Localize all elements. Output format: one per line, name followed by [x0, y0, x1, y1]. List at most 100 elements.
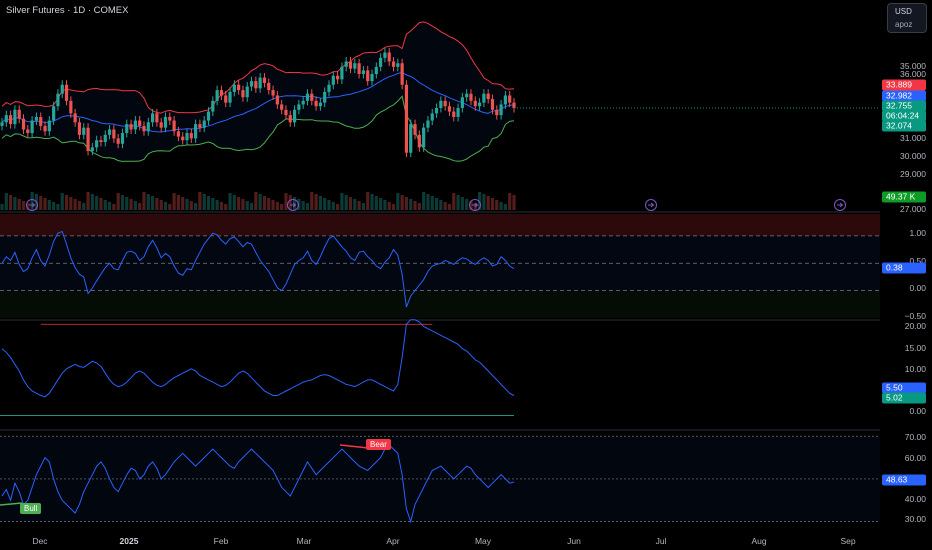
candle-body	[447, 106, 452, 112]
volume-bar	[17, 199, 21, 210]
osc-tick: −0.50	[904, 311, 926, 321]
candle-body	[150, 113, 155, 123]
candle-body	[396, 63, 400, 67]
volume-bar	[90, 194, 94, 210]
date-axis[interactable]: Dec 2025 Feb Mar Apr May Jun Jul Aug Sep	[0, 536, 880, 550]
volume-bar	[47, 200, 51, 210]
candle-body	[284, 109, 288, 116]
volume-bar	[52, 202, 56, 210]
volume-bar	[387, 202, 391, 210]
candle-body	[26, 129, 30, 134]
candle-body	[490, 99, 495, 110]
candle-body	[383, 52, 387, 58]
volume-bar	[103, 200, 107, 210]
candle-body	[335, 75, 340, 80]
candle-body	[391, 61, 396, 67]
candle-body	[107, 129, 112, 135]
candle-body	[211, 100, 215, 112]
candle-body	[64, 84, 69, 101]
volume-bar	[318, 196, 322, 210]
price-axis[interactable]: 36.000 35.000 31.000 30.000 29.000 27.00…	[880, 0, 932, 536]
candle-body	[267, 82, 271, 91]
price-tick: 36.000	[900, 69, 926, 79]
volume-bar	[181, 197, 185, 210]
price-tick: 27.000	[900, 204, 926, 214]
volume-bar	[39, 196, 43, 210]
candle-body	[86, 127, 90, 151]
candle-body	[17, 109, 21, 119]
bull-signal: Bull	[20, 503, 42, 514]
event-marker-icon	[834, 199, 846, 211]
candle-body	[224, 95, 228, 103]
event-marker-icon	[26, 199, 38, 211]
volume-bar	[284, 193, 288, 210]
volume-bar	[422, 192, 426, 210]
currency-selector[interactable]: USD apoz	[887, 3, 927, 33]
candle-body	[168, 116, 172, 121]
arrow-right-icon	[837, 202, 844, 208]
candle-body	[443, 100, 447, 107]
candle-body	[228, 91, 232, 103]
candle-body	[47, 120, 51, 132]
volume-bar	[323, 198, 327, 210]
volume-bar	[357, 201, 361, 210]
candle-body	[254, 81, 258, 89]
volume-bar	[43, 198, 47, 210]
candle-body	[439, 100, 443, 108]
volume-bar	[95, 196, 99, 210]
candle-body	[241, 90, 245, 98]
volume-bar	[396, 193, 400, 210]
candle-body	[409, 124, 413, 153]
volume-bar	[391, 204, 396, 210]
volume-bar	[443, 202, 447, 210]
volume-bar	[374, 196, 378, 210]
candle-body	[508, 95, 512, 103]
candle-body	[95, 140, 99, 148]
candle-body	[237, 84, 241, 91]
candle-body	[323, 91, 327, 103]
volume-bar	[482, 194, 486, 210]
volume-bar	[13, 197, 17, 210]
candle-body	[249, 81, 254, 87]
bollinger-basis-line	[1, 71, 515, 133]
volume-bar	[159, 200, 163, 210]
volume-bar	[499, 202, 503, 210]
candle-body	[133, 120, 137, 130]
volume-bar	[4, 193, 8, 210]
bw-tick: 20.00	[904, 321, 926, 331]
candle-body	[185, 133, 189, 141]
candle-body	[318, 102, 322, 107]
candle-body	[142, 125, 146, 132]
countdown-tag: 06:04:24	[882, 110, 926, 122]
rsi-line	[1, 444, 515, 524]
candle-body	[219, 90, 224, 96]
candle-body	[305, 93, 310, 101]
candle-body	[310, 93, 314, 101]
volume-bar	[73, 199, 77, 210]
candle-body	[146, 122, 150, 132]
volume-bar	[82, 203, 86, 210]
candle-body	[0, 122, 4, 126]
candle-body	[344, 61, 348, 67]
volume-bar	[194, 203, 198, 210]
candle-body	[73, 113, 77, 123]
volume-bar	[267, 198, 271, 210]
volume-bar	[69, 197, 73, 210]
volume-bar	[447, 204, 452, 210]
bw-tag-a: 5.50	[882, 382, 926, 394]
event-marker-icon	[287, 199, 299, 211]
candle-body	[348, 61, 353, 69]
volume-bar	[434, 198, 439, 210]
symbol-title[interactable]: Silver Futures · 1D · COMEX	[6, 5, 129, 16]
date-label: Sep	[840, 536, 856, 546]
event-marker-icon	[645, 199, 657, 211]
candle-body	[400, 63, 404, 85]
event-marker-icon	[469, 199, 481, 211]
volume-bar	[258, 194, 262, 210]
price-tick: 30.000	[900, 151, 926, 161]
rsi-tick: 40.00	[904, 494, 926, 504]
candle-body	[473, 100, 477, 107]
volume-bar	[477, 192, 482, 210]
volume-bar	[211, 198, 215, 210]
